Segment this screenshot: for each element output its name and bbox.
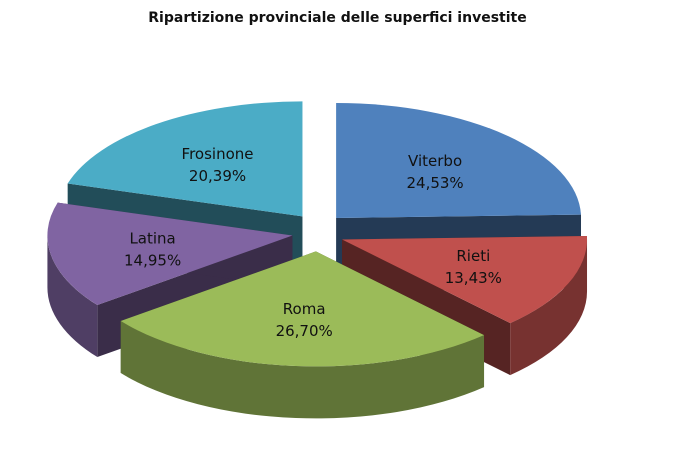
- slice-label-viterbo: Viterbo: [408, 152, 462, 170]
- slice-value-viterbo: 24,53%: [406, 174, 463, 192]
- pie-slice-latina-rim: [47, 235, 98, 358]
- pie-slice-roma: [120, 251, 485, 419]
- slice-label-roma: Roma: [283, 300, 326, 318]
- slice-label-frosinone: Frosinone: [182, 145, 254, 163]
- chart-title: Ripartizione provinciale delle superfici…: [148, 10, 527, 26]
- pie-slice-roma-rim: [120, 321, 485, 419]
- pie-slice-rieti-rim: [510, 239, 588, 376]
- pie-slice-latina-top: [47, 202, 293, 306]
- slice-value-rieti: 13,43%: [445, 269, 502, 287]
- slice-label-latina: Latina: [129, 229, 175, 247]
- slice-value-frosinone: 20,39%: [189, 167, 246, 185]
- pie-slice-rieti-top: [342, 236, 588, 324]
- pie-slice-roma-top: [120, 251, 485, 367]
- pie-slice-viterbo-top: [336, 103, 582, 219]
- slice-value-latina: 14,95%: [124, 251, 181, 269]
- pie-slice-frosinone-top: [67, 101, 303, 217]
- slice-label-rieti: Rieti: [456, 247, 490, 265]
- slice-value-roma: 26,70%: [276, 322, 333, 340]
